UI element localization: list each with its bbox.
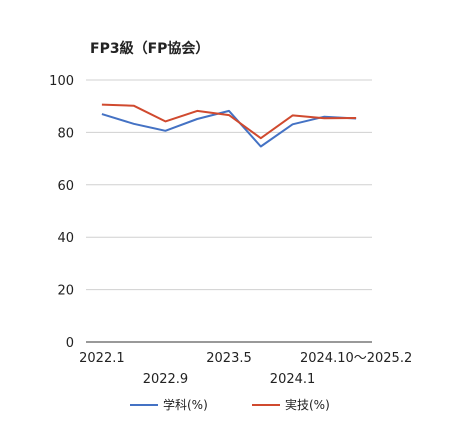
x-axis-labels: 2022.1 2023.5 2024.10〜2025.2 2022.9 2024.1 [79,351,412,387]
y-tick-label: 100 [49,74,74,89]
legend-label: 学科(%) [163,397,208,412]
series-lines [101,103,357,148]
y-tick-label: 80 [57,126,74,141]
x-tick-label: 2022.9 [143,372,189,387]
y-tick-label: 0 [66,336,74,351]
gridlines [86,79,372,343]
series-line-1 [101,103,357,140]
chart-title: FP3級（FP協会） [90,40,209,57]
legend-label: 実技(%) [285,397,330,412]
y-tick-label: 40 [57,231,74,246]
x-tick-label: 2024.10〜2025.2 [300,351,412,366]
series-line-0 [101,109,357,148]
x-tick-label: 2022.1 [79,351,125,366]
y-tick-label: 60 [57,179,74,194]
y-tick-label: 20 [57,284,74,299]
x-tick-label: 2023.5 [206,351,252,366]
x-tick-label: 2024.1 [270,372,316,387]
y-axis-labels: 0 20 40 60 80 100 [49,74,74,351]
legend: 学科(%) 実技(%) [130,397,330,412]
